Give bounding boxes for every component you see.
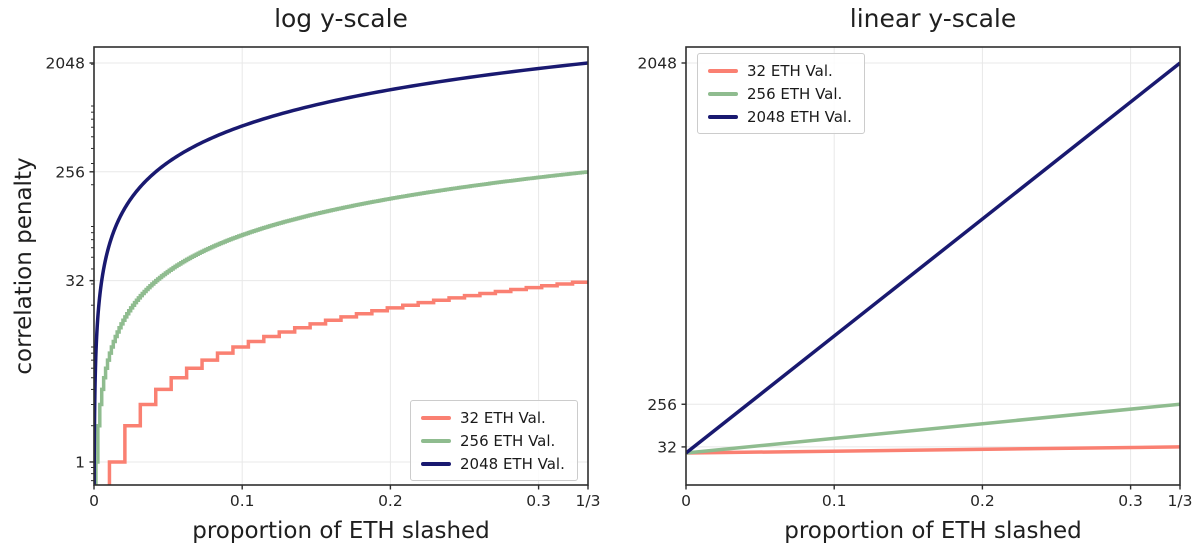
series-line-32-eth (107, 280, 588, 485)
legend-entry: 256 ETH Val. (421, 431, 565, 450)
legend-entry-label: 2048 ETH Val. (460, 454, 565, 473)
legend-line-swatch (708, 91, 738, 96)
x-tick-label: 1/3 (576, 492, 601, 510)
log-plot-x-axis-label: proportion of ETH slashed (192, 518, 490, 544)
y-tick-label: 256 (55, 163, 85, 181)
y-tick-label: 32 (65, 272, 85, 290)
legend-entry: 32 ETH Val. (421, 408, 565, 427)
series-line-256-eth (686, 402, 1180, 455)
x-tick-label: 0 (681, 492, 691, 510)
y-tick-label: 256 (647, 396, 677, 414)
log-plot-legend: 32 ETH Val. 256 ETH Val. 2048 ETH Val. (410, 400, 578, 481)
y-tick-label: 2048 (638, 54, 677, 72)
y-tick-label: 2048 (46, 54, 85, 72)
x-tick-label: 0.3 (526, 492, 551, 510)
log-plot-frame (93, 46, 589, 486)
linear-plot-legend: 32 ETH Val. 256 ETH Val. 2048 ETH Val. (697, 53, 865, 134)
y-axis-label: correlation penalty (11, 157, 37, 375)
x-tick-label: 0.2 (378, 492, 403, 510)
series-line-2048-eth (686, 61, 1180, 455)
series-line-256-eth (94, 170, 588, 485)
legend-line-swatch (708, 68, 738, 73)
linear-plot-title: linear y-scale (849, 4, 1017, 33)
legend-entry-label: 256 ETH Val. (460, 431, 556, 450)
legend-entry: 256 ETH Val. (708, 84, 852, 103)
x-tick-label: 0.1 (822, 492, 847, 510)
x-tick-label: 1/3 (1168, 492, 1193, 510)
legend-line-swatch (421, 415, 451, 420)
linear-series-group (686, 61, 1180, 455)
linear-plot-x-axis-label: proportion of ETH slashed (784, 518, 1082, 544)
linear-plot: 0 0.1 0.2 0.3 1/3 32 256 2048 (638, 46, 1193, 510)
legend-entry: 2048 ETH Val. (421, 454, 565, 473)
y-tick-label: 32 (657, 438, 677, 456)
legend-line-swatch (421, 438, 451, 443)
log-ticks (89, 62, 589, 490)
y-tick-label: 1 (75, 453, 85, 471)
legend-entry-label: 2048 ETH Val. (747, 107, 852, 126)
legend-entry-label: 32 ETH Val. (460, 408, 546, 427)
log-plot-title: log y-scale (274, 4, 408, 33)
linear-tick-labels: 0 0.1 0.2 0.3 1/3 32 256 2048 (638, 54, 1193, 510)
legend-entry: 2048 ETH Val. (708, 107, 852, 126)
legend-entry-label: 32 ETH Val. (747, 61, 833, 80)
log-plot: 0 0.1 0.2 0.3 1/3 1 32 256 2048 (46, 46, 601, 510)
legend-entry-label: 256 ETH Val. (747, 84, 843, 103)
y-minor-ticks (91, 63, 94, 482)
legend-line-swatch (421, 461, 451, 466)
x-tick-label: 0.1 (230, 492, 255, 510)
x-tick-label: 0 (89, 492, 99, 510)
log-tick-labels: 0 0.1 0.2 0.3 1/3 1 32 256 2048 (46, 54, 601, 510)
legend-entry: 32 ETH Val. (708, 61, 852, 80)
x-tick-label: 0.3 (1118, 492, 1143, 510)
series-line-32-eth (686, 445, 1180, 455)
legend-line-swatch (708, 114, 738, 119)
linear-ticks (681, 62, 1181, 490)
x-tick-label: 0.2 (970, 492, 995, 510)
linear-plot-frame (685, 46, 1181, 486)
